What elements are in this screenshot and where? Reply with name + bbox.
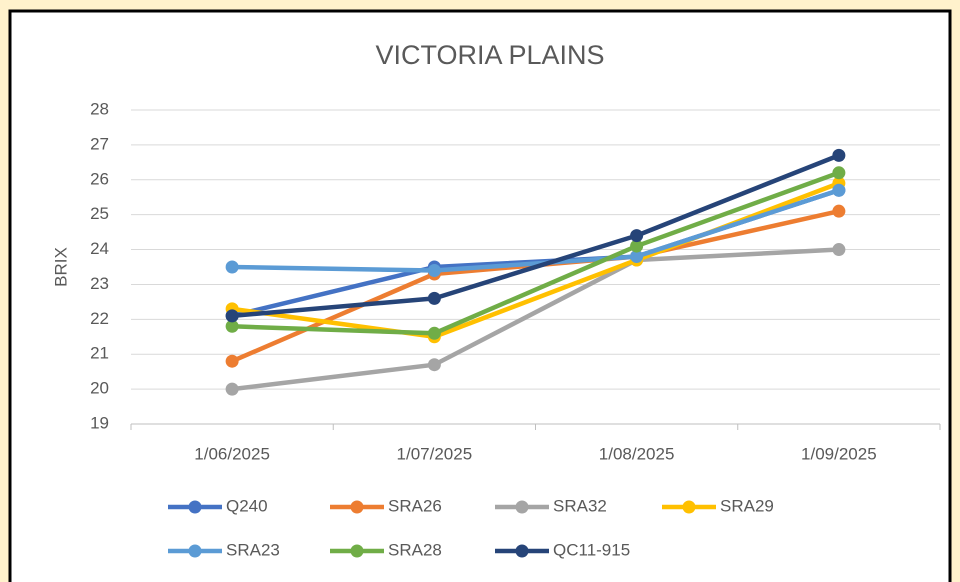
legend-label: SRA28 — [388, 540, 442, 559]
legend-label: QC11-915 — [553, 540, 630, 559]
y-tick-label: 23 — [90, 274, 109, 293]
data-point — [832, 243, 846, 257]
data-point — [630, 229, 644, 243]
legend-marker — [515, 500, 529, 514]
x-tick-label: 1/08/2025 — [599, 444, 675, 463]
legend-marker — [515, 544, 529, 558]
data-point — [630, 250, 644, 264]
legend-label: SRA26 — [388, 496, 442, 515]
x-tick-label: 1/06/2025 — [194, 444, 270, 463]
legend-label: SRA23 — [226, 540, 280, 559]
data-point — [832, 204, 846, 218]
legend-marker — [350, 500, 364, 514]
y-axis-label: BRIX — [51, 247, 70, 287]
data-point — [225, 319, 239, 333]
legend-marker — [682, 500, 696, 514]
data-point — [630, 239, 644, 253]
data-point — [832, 148, 846, 162]
y-tick-label: 19 — [90, 413, 109, 432]
legend-marker — [188, 544, 202, 558]
series-line — [232, 188, 840, 273]
legend-marker — [188, 500, 202, 514]
y-tick-label: 24 — [90, 239, 109, 258]
x-tick-label: 1/07/2025 — [397, 444, 473, 463]
y-tick-label: 21 — [90, 344, 109, 363]
data-point — [225, 382, 239, 396]
data-point — [225, 309, 239, 323]
y-tick-label: 28 — [90, 99, 109, 118]
data-point — [832, 183, 846, 197]
data-point — [225, 354, 239, 368]
y-tick-label: 27 — [90, 134, 109, 153]
x-tick-label: 1/09/2025 — [801, 444, 877, 463]
series-line — [232, 170, 840, 336]
series-line — [231, 247, 839, 392]
legend-marker — [350, 544, 364, 558]
chart-title: VICTORIA PLAINS — [375, 40, 604, 70]
legend-label: SRA29 — [720, 496, 774, 515]
series-line — [231, 153, 840, 319]
data-point — [427, 291, 441, 305]
y-tick-label: 22 — [90, 309, 109, 328]
chart-frame — [8, 9, 952, 582]
data-point — [225, 260, 239, 274]
y-tick-label: 20 — [90, 379, 109, 398]
data-point — [427, 263, 441, 277]
y-tick-label: 25 — [90, 204, 109, 223]
legend-label: Q240 — [226, 496, 268, 515]
data-point — [832, 166, 846, 180]
legend-label: SRA32 — [553, 496, 607, 515]
data-point — [427, 326, 441, 340]
data-point — [427, 358, 441, 372]
y-tick-label: 26 — [90, 169, 109, 188]
